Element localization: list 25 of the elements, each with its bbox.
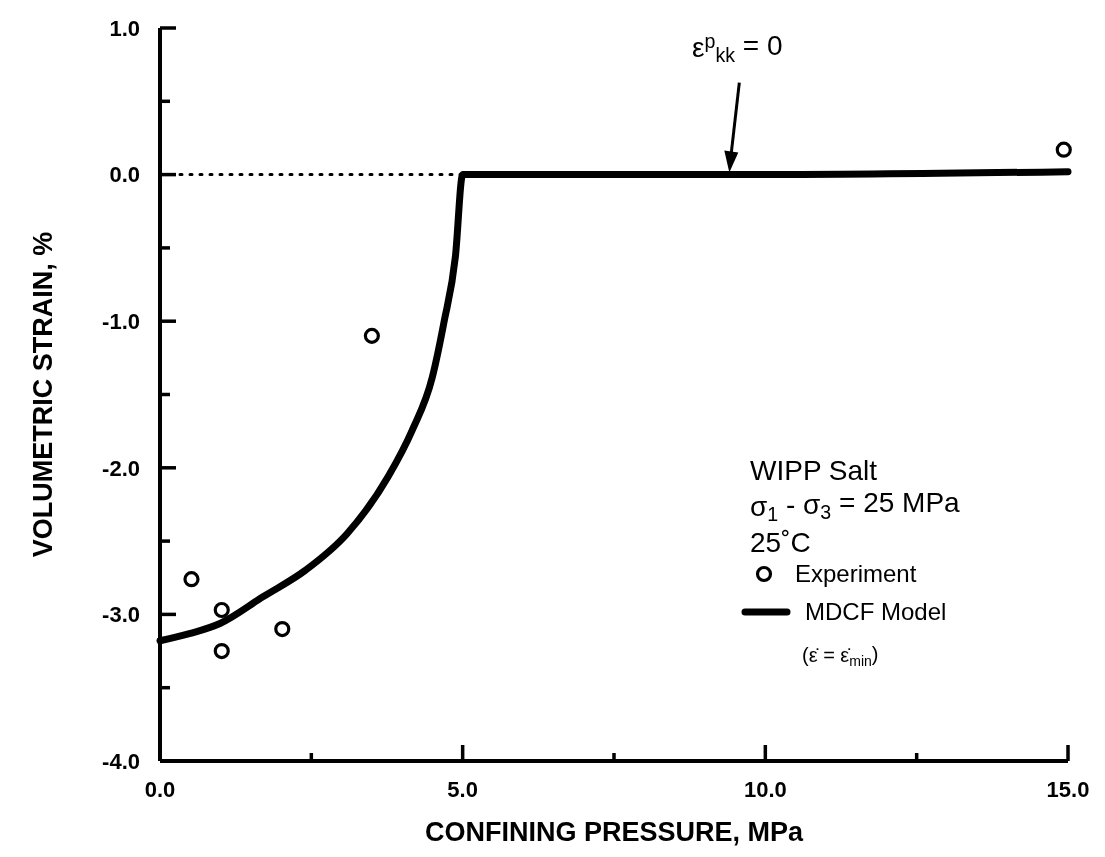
annotation: 25˚C [750,527,811,558]
annotation: (ε̇ = ε̇$_{min}$) [802,642,879,669]
y-tick-label: -2.0 [102,455,140,481]
x-tick-label: 15.0 [1046,777,1090,802]
point [274,620,291,638]
x-tick-label: 10.0 [743,777,787,802]
legend-label: Experiment [795,560,917,587]
annotation: WIPP Salt [750,455,878,486]
point [213,642,230,660]
x-tick-label: 0.0 [144,777,176,802]
y-axis-title: VOLUMETRIC STRAIN, % [28,231,58,558]
x-tick-label: 5.0 [447,777,478,802]
legend-label: MDCF Model [805,598,947,625]
y-tick-label: 1.0 [109,15,140,41]
annotation: ε$^{p}$$_{kk}$ = 0 [692,29,783,66]
y-tick-label: 0.0 [109,162,140,188]
point [183,571,200,588]
y-tick-label: -3.0 [102,602,140,628]
x-axis-title: CONFINING PRESSURE, MPa [424,817,805,847]
y-tick-label: -4.0 [102,748,140,774]
point [363,327,380,344]
point [213,601,230,619]
point [1055,141,1072,158]
y-tick-label: -1.0 [102,308,140,334]
annotation: σ$_{1}$ - σ$_{3}$ = 25 MPa [750,486,961,525]
